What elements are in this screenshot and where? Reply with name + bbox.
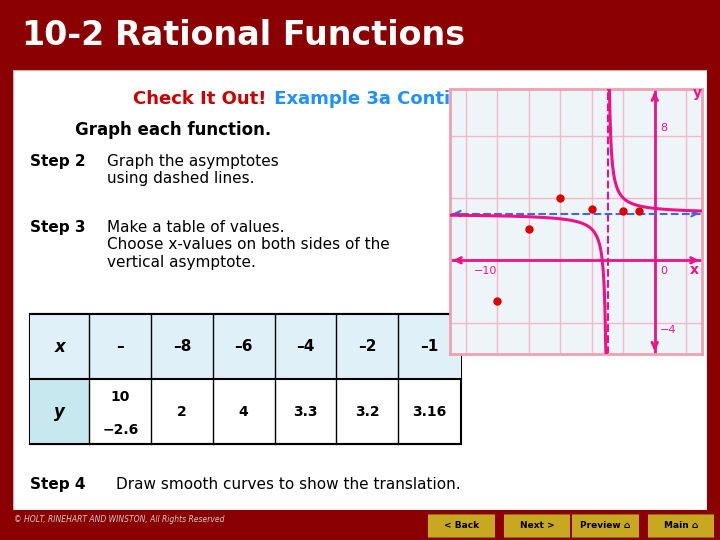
Text: y: y [693,86,702,100]
Text: –6: –6 [235,340,253,354]
Text: < Back: < Back [444,522,479,530]
Text: 3.16: 3.16 [412,405,446,419]
FancyBboxPatch shape [645,514,717,538]
Text: Graph the asymptotes
using dashed lines.: Graph the asymptotes using dashed lines. [107,154,279,186]
Text: Example 3a Continued: Example 3a Continued [269,90,501,108]
Text: –8: –8 [173,340,191,354]
Text: Graph each function.: Graph each function. [76,121,271,139]
Text: Step 2: Step 2 [30,154,86,169]
Point [492,296,503,305]
Text: −4: −4 [660,326,677,335]
FancyBboxPatch shape [570,514,642,538]
Text: −10: −10 [474,266,497,276]
Point [554,194,566,202]
Bar [30,314,461,444]
Text: 3.2: 3.2 [355,405,379,419]
Text: x: x [55,338,66,356]
Text: 10: 10 [110,390,130,404]
Point [618,206,629,215]
Text: –1: –1 [420,340,438,354]
Text: 2: 2 [177,405,187,419]
Bar [30,314,89,444]
Text: Step 3: Step 3 [30,220,86,235]
Point [634,207,645,215]
Text: Check It Out!: Check It Out! [133,90,266,108]
Text: y: y [55,403,66,421]
Text: Next >: Next > [520,522,554,530]
Text: 10-2: 10-2 [22,18,105,52]
Point [523,225,534,233]
FancyBboxPatch shape [501,514,573,538]
Text: –: – [117,340,124,354]
Text: −2.6: −2.6 [102,423,138,437]
Point [586,205,598,213]
Text: 4: 4 [239,405,248,419]
Text: 3.3: 3.3 [293,405,318,419]
Text: –4: –4 [297,340,315,354]
Text: Draw smooth curves to show the translation.: Draw smooth curves to show the translati… [116,477,460,492]
Text: x: x [690,264,698,278]
Text: 0: 0 [660,266,667,276]
Text: Preview ⌂: Preview ⌂ [580,522,631,530]
Text: Make a table of values.
Choose x-values on both sides of the
vertical asymptote.: Make a table of values. Choose x-values … [107,220,390,269]
Text: © HOLT, RINEHART AND WINSTON, All Rights Reserved: © HOLT, RINEHART AND WINSTON, All Rights… [14,515,225,524]
Text: Step 4: Step 4 [30,477,86,492]
Text: 8: 8 [660,123,667,133]
Text: Main ⌂: Main ⌂ [664,522,698,530]
Text: Rational Functions: Rational Functions [115,18,465,52]
FancyBboxPatch shape [426,514,498,538]
Text: –2: –2 [358,340,377,354]
Bar [30,314,461,380]
